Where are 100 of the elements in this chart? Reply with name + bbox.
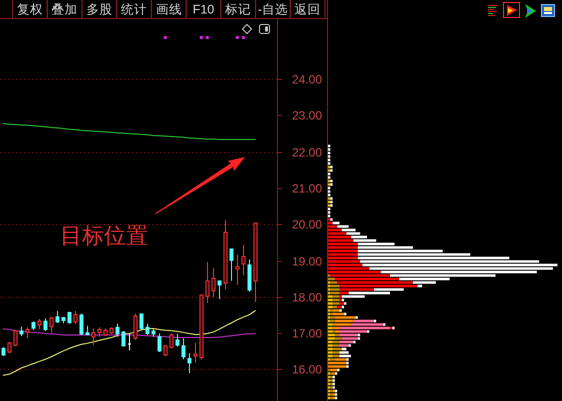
bar (328, 302, 333, 305)
bar (330, 169, 333, 172)
y-tick-label: 23.00 (292, 108, 322, 122)
bar (330, 316, 335, 319)
bar (330, 393, 333, 396)
bar (332, 302, 340, 305)
candlestick (74, 310, 78, 324)
bar (328, 222, 333, 224)
bar (330, 292, 340, 294)
bar (330, 281, 338, 284)
bar (328, 330, 333, 333)
bar (328, 306, 333, 308)
bar (358, 334, 360, 336)
y-tick-label: 18.00 (292, 290, 322, 304)
candlestick (146, 323, 150, 336)
candlestick (206, 262, 210, 304)
candlestick (194, 342, 198, 364)
candlestick (50, 316, 54, 334)
bar (346, 362, 349, 364)
bar (334, 320, 354, 322)
bar (334, 337, 342, 340)
bar (342, 348, 346, 350)
bar (337, 306, 342, 308)
bar (328, 246, 358, 249)
candlestick (80, 313, 84, 336)
bar (362, 264, 558, 266)
y-tick-label: 19.00 (292, 254, 322, 268)
bar (328, 351, 333, 354)
bar (328, 348, 333, 350)
bar (328, 340, 333, 344)
y-tick-label: 17.00 (292, 326, 322, 340)
bar (392, 326, 395, 330)
annotation: 目标位置 (60, 223, 148, 248)
candlestick (20, 326, 24, 337)
bar (346, 365, 349, 368)
candlestick (212, 268, 216, 298)
bar (328, 242, 358, 246)
bar (330, 183, 333, 186)
bar (358, 337, 360, 340)
candlestick (98, 326, 102, 338)
bar (339, 351, 349, 354)
bar (330, 180, 333, 182)
bar (330, 379, 333, 382)
bar (328, 365, 346, 368)
bar (332, 340, 340, 344)
candlestick (236, 254, 240, 286)
bar (339, 284, 418, 288)
bar (332, 354, 340, 358)
bar (328, 260, 360, 263)
bar (339, 326, 390, 330)
bar (332, 295, 340, 298)
bar (334, 330, 340, 333)
bar (334, 393, 338, 396)
bar (330, 396, 333, 400)
bar (328, 236, 351, 238)
candlestick (26, 326, 30, 339)
candlestick (122, 330, 126, 348)
bar (330, 166, 333, 168)
bar (334, 334, 340, 336)
bar (330, 386, 333, 389)
bar (332, 348, 342, 350)
candlestick (38, 318, 42, 330)
bar (334, 390, 338, 392)
y-tick-label: 21.00 (292, 182, 322, 196)
bar (390, 326, 392, 330)
bar (330, 288, 340, 291)
bar (330, 312, 333, 316)
bar (328, 278, 335, 280)
bar (330, 218, 333, 221)
bar (342, 337, 358, 340)
bar (332, 323, 351, 326)
bar (330, 309, 333, 312)
candlestick (8, 341, 12, 354)
bar (328, 326, 333, 330)
bar (332, 306, 338, 308)
y-tick-label: 16.00 (292, 362, 322, 376)
candlestick (32, 320, 36, 331)
line-series (2, 310, 256, 376)
bar (339, 302, 344, 305)
bar (330, 284, 340, 288)
bar (330, 197, 333, 200)
bar (328, 334, 335, 336)
candlestick (134, 313, 138, 341)
bar (328, 344, 333, 347)
bar (334, 396, 338, 400)
bar (328, 354, 333, 358)
bar (328, 323, 333, 326)
toolbar: 复权 叠加 多股 统计 画线 F10 标记 -自选 返回 (12, 0, 326, 19)
bar (328, 362, 346, 364)
candlestick (116, 323, 120, 338)
candlestick (170, 333, 174, 349)
bar (328, 256, 358, 260)
bar (330, 376, 333, 378)
bar (330, 204, 333, 207)
y-tick-label: 20.00 (292, 218, 322, 232)
bar (328, 337, 335, 340)
candlestick (128, 333, 132, 351)
bar (332, 298, 340, 302)
bar (353, 340, 356, 344)
candlestick (56, 310, 60, 324)
